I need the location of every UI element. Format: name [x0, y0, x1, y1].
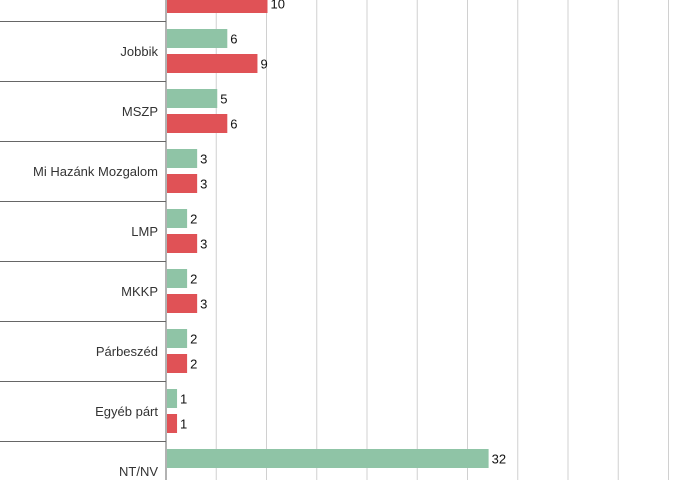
bar-series-1 [167, 149, 198, 168]
value-label: 32 [492, 452, 506, 467]
bar-series-1 [167, 89, 218, 108]
category-label: MSZP [122, 104, 158, 119]
value-label: 3 [200, 177, 207, 192]
bar-series-2 [167, 294, 198, 313]
bar-series-1 [167, 389, 178, 408]
value-label: 2 [190, 272, 197, 287]
value-label: 2 [190, 332, 197, 347]
value-label: 6 [230, 32, 237, 47]
bar-series-2 [167, 234, 198, 253]
value-label: 6 [230, 117, 237, 132]
value-label: 3 [200, 152, 207, 167]
bar-series-1 [167, 209, 188, 228]
value-label: 3 [200, 237, 207, 252]
bar-series-2 [167, 114, 228, 133]
value-label: 3 [200, 297, 207, 312]
value-label: 2 [190, 357, 197, 372]
value-label: 9 [260, 57, 267, 72]
category-label: Jobbik [120, 44, 158, 59]
bar-series-1 [167, 269, 188, 288]
value-label: 1 [180, 392, 187, 407]
bar-series-1 [167, 329, 188, 348]
value-label: 5 [220, 92, 227, 107]
bar-series-1 [167, 449, 489, 468]
value-label: 1 [180, 417, 187, 432]
bar-series-2 [167, 174, 198, 193]
category-label: MKKP [121, 284, 158, 299]
category-label: Párbeszéd [96, 344, 158, 359]
bar-series-2 [167, 414, 178, 433]
value-label: 10 [271, 0, 285, 12]
bar-series-2 [167, 0, 268, 13]
value-label: 2 [190, 212, 197, 227]
bar-series-2 [167, 54, 258, 73]
bar-series-2 [167, 354, 188, 373]
category-label: Mi Hazánk Mozgalom [33, 164, 158, 179]
category-label: NT/NV [119, 464, 158, 479]
bar-series-1 [167, 29, 228, 48]
category-label: Egyéb párt [95, 404, 158, 419]
category-label: LMP [131, 224, 158, 239]
